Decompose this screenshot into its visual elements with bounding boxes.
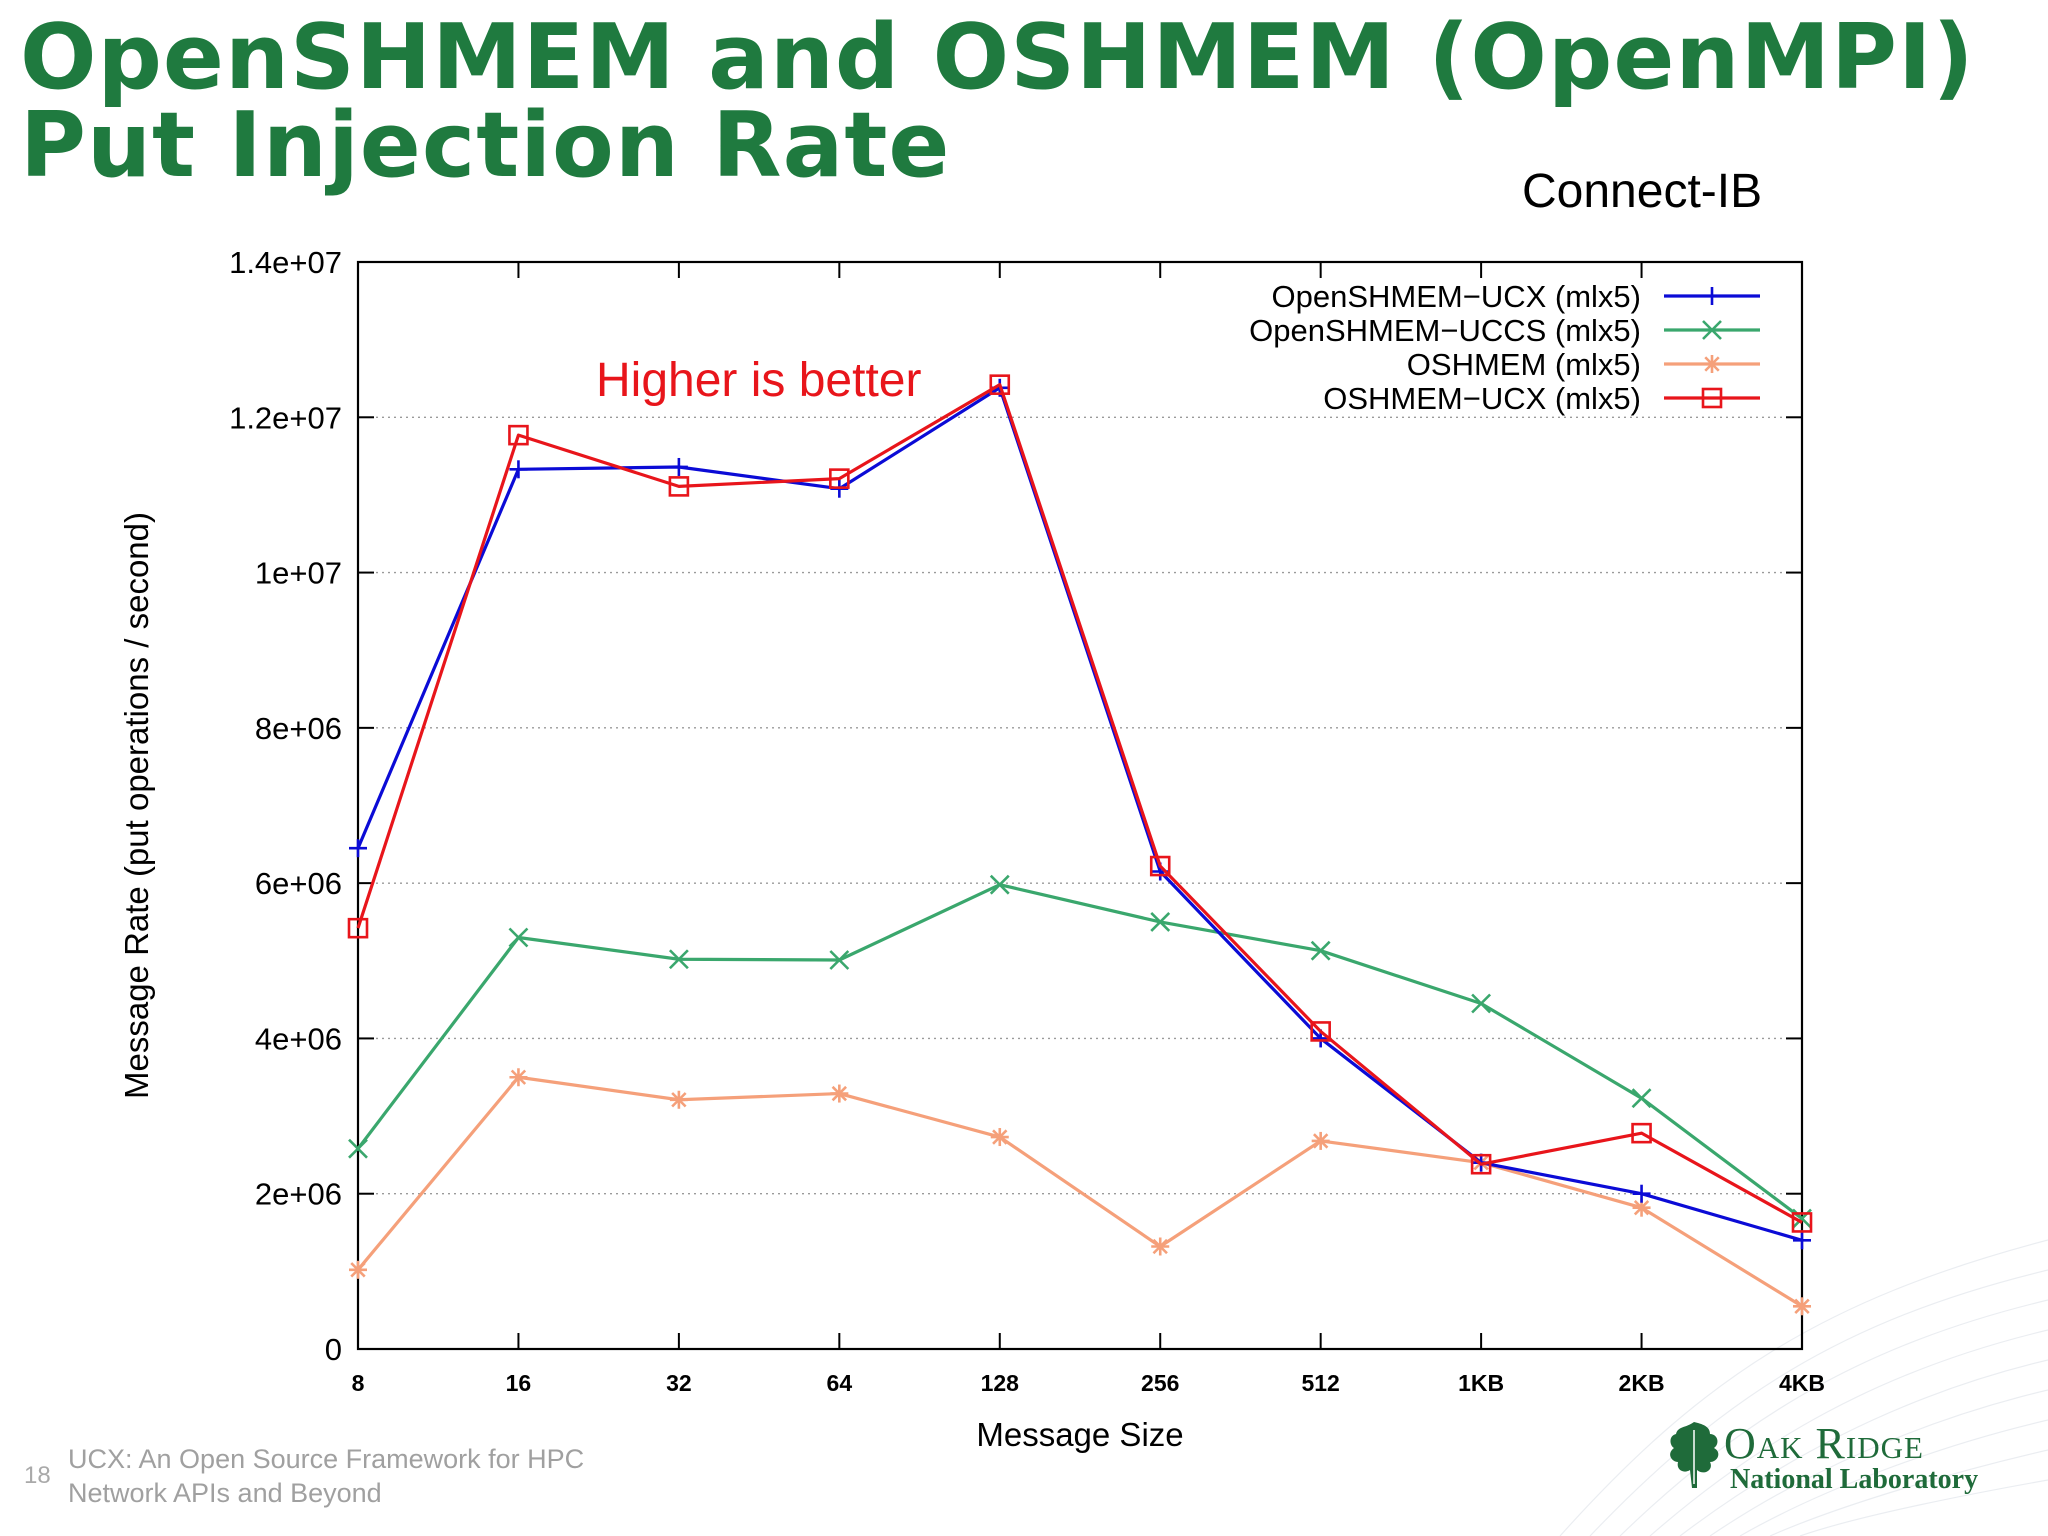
footer-line-1: UCX: An Open Source Framework for HPC <box>68 1444 585 1474</box>
data-point <box>1793 1297 1811 1316</box>
x-axis: 8 16 32 64 128 256 512 1KB 2KB 4KB <box>352 262 1825 1396</box>
x-tick-label: 256 <box>1141 1370 1179 1396</box>
plot-frame <box>356 260 1804 1351</box>
series-line <box>356 883 1803 1220</box>
footer-caption: UCX: An Open Source Framework for HPC Ne… <box>68 1442 584 1510</box>
series-line <box>356 383 1803 1224</box>
data-point <box>1149 855 1171 877</box>
data-point <box>347 917 369 939</box>
data-point <box>669 1090 688 1109</box>
series-0 <box>349 378 1811 1250</box>
y-axis: 0 2e+06 4e+06 6e+06 8e+06 1e+07 1.2e+07 1.4e+07 <box>229 245 1802 1367</box>
x-axis-label: Message Size <box>976 1416 1183 1453</box>
data-point <box>1310 940 1331 961</box>
data-point <box>1151 1237 1170 1256</box>
x-tick-label: 2KB <box>1619 1370 1665 1396</box>
legend-marker <box>1703 287 1721 305</box>
footer-line-2: Network APIs and Beyond <box>68 1478 382 1508</box>
y-tick-label: 1e+07 <box>255 556 342 591</box>
data-point <box>668 476 690 497</box>
x-tick-label: 16 <box>506 1370 532 1396</box>
grid-lines <box>358 416 1802 1195</box>
legend-label: OSHMEM−UCX (mlx5) <box>1323 381 1641 416</box>
data-point <box>668 949 689 970</box>
y-tick-label: 1.2e+07 <box>229 400 342 435</box>
x-tick-label: 128 <box>981 1370 1020 1396</box>
data-point <box>509 460 528 479</box>
x-tick-label: 4KB <box>1779 1370 1825 1396</box>
legend-marker <box>1703 355 1721 373</box>
y-axis-label: Message Rate (put operations / second) <box>118 512 155 1099</box>
series-1 <box>348 874 1812 1229</box>
logo-org-subname: National Laboratory <box>1730 1464 1979 1495</box>
data-point <box>1631 1088 1652 1109</box>
logo-org-name: Oak Ridge <box>1724 1419 1924 1468</box>
data-point <box>348 1138 368 1159</box>
oak-ridge-logo: Oak Ridge National Laboratory <box>1664 1416 1978 1496</box>
x-tick-label: 512 <box>1301 1370 1339 1396</box>
y-tick-label: 4e+06 <box>255 1021 342 1056</box>
y-tick-label: 1.4e+07 <box>229 245 342 280</box>
data-point <box>509 1068 528 1087</box>
data-point <box>1310 1021 1331 1042</box>
x-tick-label: 8 <box>352 1370 365 1396</box>
leaf-icon <box>1670 1422 1719 1488</box>
x-tick-label: 32 <box>666 1370 692 1396</box>
data-point <box>829 468 850 489</box>
data-point <box>1311 1131 1330 1150</box>
data-point <box>989 874 1010 895</box>
series-3 <box>347 374 1813 1233</box>
legend-marker <box>1702 320 1722 340</box>
data-point <box>990 1128 1009 1147</box>
data-point <box>1791 1212 1813 1233</box>
series-line <box>356 386 1803 1242</box>
slide-title-line-1: OpenSHMEM and OSHMEM (OpenMPI) <box>20 5 1975 110</box>
slide-title: OpenSHMEM and OSHMEM (OpenMPI) Put Injec… <box>20 5 1975 198</box>
data-point <box>508 927 529 948</box>
data-point <box>508 424 529 446</box>
chart-annotation: Higher is better <box>596 354 921 407</box>
y-tick-label: 8e+06 <box>255 711 342 746</box>
data-point <box>669 457 688 476</box>
series-line <box>356 1075 1803 1308</box>
data-point <box>349 1260 367 1279</box>
y-tick-label: 6e+06 <box>255 866 342 901</box>
legend-label: OpenSHMEM−UCCS (mlx5) <box>1249 313 1641 348</box>
slide-title-line-2: Put Injection Rate <box>20 93 951 198</box>
y-tick-label: 2e+06 <box>255 1177 342 1212</box>
legend: OpenSHMEM−UCX (mlx5)OpenSHMEM−UCCS (mlx5… <box>1249 279 1760 416</box>
data-point <box>349 839 367 858</box>
slide-subtitle: Connect-IB <box>1522 165 1763 218</box>
legend-marker <box>1701 387 1723 409</box>
data-point <box>1471 993 1492 1014</box>
legend-label: OpenSHMEM−UCX (mlx5) <box>1272 279 1642 314</box>
data-point <box>1150 912 1171 932</box>
x-tick-label: 1KB <box>1458 1370 1504 1396</box>
x-tick-label: 64 <box>827 1370 853 1396</box>
data-point <box>1632 1184 1651 1203</box>
legend-label: OSHMEM (mlx5) <box>1407 347 1641 382</box>
data-point <box>1631 1122 1652 1144</box>
series-2 <box>349 1068 1811 1316</box>
data-point <box>1793 1231 1811 1250</box>
data-point <box>1470 1153 1492 1175</box>
data-point <box>989 374 1011 395</box>
y-tick-label: 0 <box>325 1332 342 1367</box>
page-number: 18 <box>24 1462 51 1489</box>
data-point <box>829 950 850 970</box>
data-point <box>830 1084 849 1103</box>
